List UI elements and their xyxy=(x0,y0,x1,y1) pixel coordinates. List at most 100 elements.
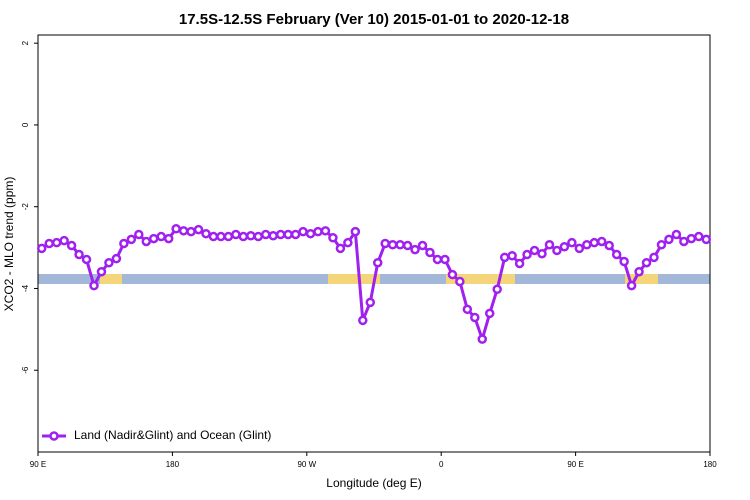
data-point xyxy=(656,239,667,250)
data-point xyxy=(477,334,488,344)
data-point xyxy=(380,238,390,249)
data-point xyxy=(425,247,435,258)
y-tick-label: 0 xyxy=(21,122,30,127)
data-point xyxy=(260,229,271,240)
data-point xyxy=(163,233,174,244)
data-point xyxy=(507,251,517,261)
data-point xyxy=(626,280,637,291)
data-point xyxy=(701,234,712,245)
data-point xyxy=(552,245,562,256)
x-tick-label: 0 xyxy=(439,460,444,469)
data-point xyxy=(387,239,398,250)
data-point xyxy=(484,308,495,319)
data-point xyxy=(320,226,331,236)
data-point xyxy=(126,234,137,245)
data-point xyxy=(455,276,465,287)
y-tick-label: -2 xyxy=(21,203,30,211)
data-point xyxy=(134,229,144,240)
data-point xyxy=(148,233,159,244)
data-point xyxy=(305,228,316,239)
data-point xyxy=(253,231,264,242)
data-point xyxy=(567,237,577,248)
x-tick-label: 90 E xyxy=(30,460,46,469)
data-point xyxy=(119,238,129,249)
data-point xyxy=(470,312,480,323)
data-point xyxy=(74,249,84,260)
data-point xyxy=(365,297,376,308)
data-point xyxy=(193,224,204,235)
data-point xyxy=(156,231,166,242)
data-point xyxy=(313,226,323,237)
data-point xyxy=(559,242,570,252)
data-point xyxy=(358,315,368,326)
data-point xyxy=(298,226,308,237)
data-point xyxy=(440,254,450,265)
plot-frame xyxy=(37,34,711,453)
data-point xyxy=(59,235,69,246)
data-point xyxy=(81,254,92,265)
data-point xyxy=(171,224,181,234)
data-point xyxy=(231,229,241,240)
data-point xyxy=(596,236,607,247)
x-tick-label: 180 xyxy=(703,460,717,469)
data-point xyxy=(104,257,114,268)
data-point xyxy=(201,228,211,239)
data-point xyxy=(111,253,122,264)
data-point xyxy=(544,239,555,250)
data-point xyxy=(335,243,346,254)
data-point xyxy=(574,243,585,254)
data-point xyxy=(649,252,659,263)
data-point xyxy=(208,231,219,242)
data-point xyxy=(44,238,54,249)
data-point xyxy=(417,240,428,251)
data-point xyxy=(664,234,674,245)
data-point xyxy=(89,280,99,291)
chart-title: 17.5S-12.5S February (Ver 10) 2015-01-01… xyxy=(179,11,569,28)
data-point xyxy=(492,284,502,295)
data-point xyxy=(372,257,383,268)
data-point xyxy=(611,249,622,260)
data-point xyxy=(328,233,338,243)
data-point xyxy=(604,240,614,251)
data-point xyxy=(51,237,62,248)
data-point xyxy=(395,239,405,250)
data-point xyxy=(343,237,353,248)
data-point xyxy=(522,249,532,260)
data-point xyxy=(641,257,652,268)
data-point xyxy=(589,237,600,248)
data-point xyxy=(246,230,256,241)
data-point xyxy=(619,256,629,267)
x-axis-label: Longitude (deg E) xyxy=(326,476,421,490)
legend-label: Land (Nadir&Glint) and Ocean (Glint) xyxy=(74,428,271,442)
data-point xyxy=(238,231,249,242)
data-point xyxy=(679,236,689,247)
data-point xyxy=(216,231,226,242)
data-point xyxy=(462,304,473,315)
data-point xyxy=(275,229,286,240)
x-tick-label: 90 E xyxy=(567,460,583,469)
data-point xyxy=(499,252,510,263)
data-point xyxy=(634,266,644,277)
data-point xyxy=(350,226,361,237)
data-point xyxy=(96,266,107,277)
y-axis-label: XCO2 - MLO trend (ppm) xyxy=(2,177,16,312)
data-point xyxy=(283,229,293,240)
data-point xyxy=(671,229,682,240)
data-point xyxy=(537,248,547,259)
y-tick-label: -6 xyxy=(21,366,30,374)
data-point xyxy=(186,226,196,237)
data-point xyxy=(141,236,152,247)
data-point xyxy=(410,244,420,255)
data-point xyxy=(66,240,77,251)
x-tick-label: 180 xyxy=(166,460,180,469)
y-tick-label: -4 xyxy=(21,284,30,292)
x-tick-label: 90 W xyxy=(297,460,316,469)
data-point xyxy=(432,254,443,265)
data-point xyxy=(529,245,540,256)
y-tick-label: 2 xyxy=(21,40,30,45)
data-point xyxy=(686,233,697,244)
data-point xyxy=(582,239,592,250)
data-point xyxy=(223,231,234,242)
data-point xyxy=(268,230,278,241)
